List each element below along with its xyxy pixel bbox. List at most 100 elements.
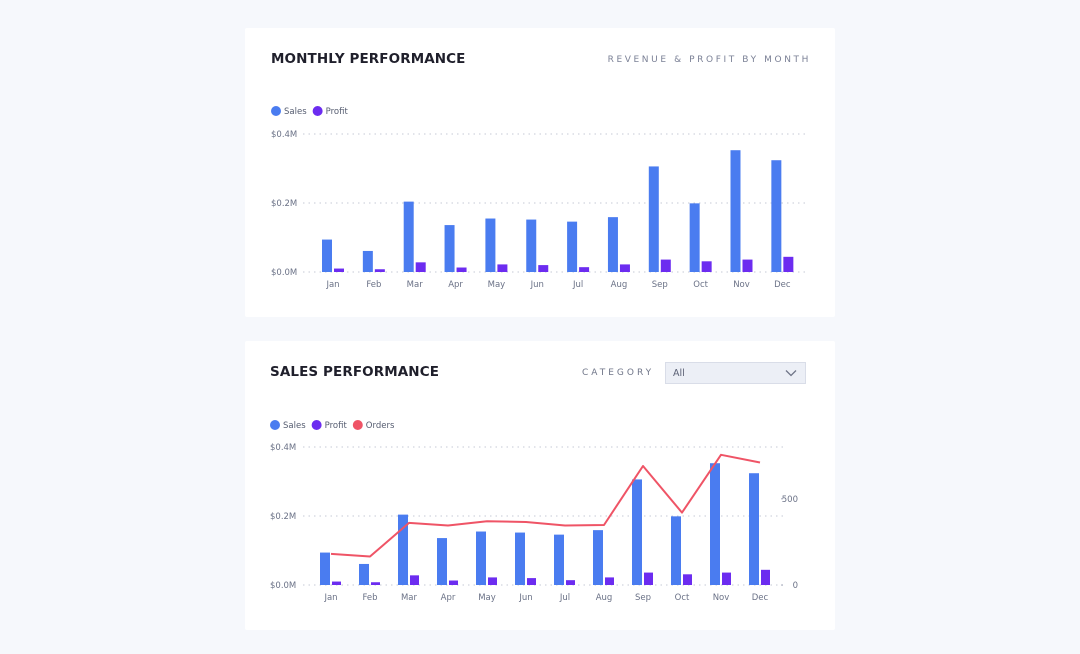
bar-sales-may xyxy=(476,531,486,585)
bar-profit-dec xyxy=(761,569,770,585)
y-tick-label: $0.0M xyxy=(270,581,296,591)
bar-sales-oct xyxy=(689,203,700,272)
bar-sales-jun xyxy=(515,532,525,585)
monthly-performance-card: MONTHLY PERFORMANCE REVENUE & PROFIT BY … xyxy=(245,28,835,317)
y-tick-label: $0.2M xyxy=(271,199,297,209)
bar-profit-oct xyxy=(683,574,692,585)
bar-profit-sep xyxy=(660,259,671,272)
bar-sales-sep xyxy=(648,166,659,272)
chevron-down-icon xyxy=(785,370,797,377)
legend-label-sales: Sales xyxy=(283,421,306,431)
x-tick-label: Apr xyxy=(441,593,456,603)
x-tick-label: Apr xyxy=(448,280,463,290)
x-tick-label: Oct xyxy=(675,593,690,603)
y2-tick-dot xyxy=(781,584,783,586)
legend-label-orders: Orders xyxy=(366,421,395,431)
legend-marker-sales xyxy=(271,106,281,116)
bar-profit-mar xyxy=(410,575,419,585)
legend-marker-profit xyxy=(312,106,323,116)
bar-sales-jul xyxy=(554,534,564,585)
bar-sales-jan xyxy=(320,552,330,585)
bar-profit-jul xyxy=(566,580,575,585)
x-tick-label: Oct xyxy=(693,280,708,290)
bar-profit-may xyxy=(497,264,508,272)
x-tick-label: Feb xyxy=(366,280,381,290)
x-tick-label: Jun xyxy=(530,280,544,290)
bar-sales-nov xyxy=(730,150,741,272)
x-tick-label: Nov xyxy=(713,593,730,603)
x-tick-label: Dec xyxy=(752,593,769,603)
bar-sales-apr xyxy=(437,538,447,585)
x-tick-label: Dec xyxy=(774,280,791,290)
category-filter-select[interactable]: All xyxy=(665,362,806,384)
bar-profit-apr xyxy=(449,580,458,585)
bar-profit-jul xyxy=(579,267,590,272)
y-tick-label: $0.4M xyxy=(271,130,297,140)
bar-profit-aug xyxy=(605,577,614,585)
bar-sales-mar xyxy=(403,201,414,272)
legend-marker-orders xyxy=(352,420,363,430)
x-tick-label: Mar xyxy=(401,593,418,603)
x-tick-label: Aug xyxy=(596,593,613,603)
x-tick-label: Jul xyxy=(572,280,583,290)
bar-profit-feb xyxy=(371,582,380,585)
bar-sales-feb xyxy=(362,250,373,272)
x-tick-label: Jan xyxy=(325,280,339,290)
line-orders xyxy=(330,453,761,558)
x-tick-label: Jan xyxy=(323,593,337,603)
bar-profit-nov xyxy=(722,572,731,585)
bar-profit-aug xyxy=(619,264,630,272)
bar-profit-jun xyxy=(538,265,549,272)
sales-performance-card: SALES PERFORMANCE CATEGORY All Sales Prof… xyxy=(245,341,835,630)
bar-sales-jun xyxy=(526,219,537,272)
monthly-performance-chart: Sales Profit $0.0M $0.2M $0.4M Jan Feb Mar Apr Ma… xyxy=(271,106,809,290)
y2-tick-label: 500 xyxy=(782,495,798,505)
x-tick-label: Mar xyxy=(407,280,424,290)
chart-legend: Sales Profit xyxy=(271,106,348,117)
bar-profit-sep xyxy=(644,572,653,585)
bar-profit-jun xyxy=(527,578,536,585)
bar-sales-mar xyxy=(398,514,408,585)
chart-legend: Sales Profit Orders xyxy=(270,420,395,431)
x-tick-label: Jun xyxy=(518,593,532,603)
x-tick-label: Sep xyxy=(652,280,668,290)
y-tick-label: $0.2M xyxy=(270,512,296,522)
x-tick-label: Nov xyxy=(733,280,750,290)
bar-profit-jan xyxy=(334,268,344,272)
x-tick-label: May xyxy=(488,280,506,290)
y-tick-label: $0.0M xyxy=(271,268,297,278)
card-subtitle: REVENUE & PROFIT BY MONTH xyxy=(607,55,811,65)
x-tick-label: Feb xyxy=(362,593,377,603)
x-tick-label: Sep xyxy=(635,593,651,603)
y2-tick-label: 0 xyxy=(793,581,798,591)
category-filter-value: All xyxy=(673,368,685,379)
x-tick-label: Aug xyxy=(611,280,628,290)
bar-profit-jan xyxy=(332,581,341,585)
bar-sales-apr xyxy=(444,225,455,272)
category-filter-label: CATEGORY xyxy=(582,368,655,378)
legend-label-sales: Sales xyxy=(284,107,307,117)
card-title: MONTHLY PERFORMANCE xyxy=(271,51,466,67)
bar-sales-jan xyxy=(322,239,332,272)
bar-profit-feb xyxy=(374,269,385,272)
bar-profit-dec xyxy=(783,256,794,272)
bar-sales-aug xyxy=(593,530,603,585)
bar-sales-oct xyxy=(671,516,681,585)
y-tick-label: $0.4M xyxy=(270,443,296,453)
bar-profit-oct xyxy=(701,261,712,272)
bar-sales-dec xyxy=(771,160,782,272)
bar-profit-may xyxy=(488,577,497,585)
bar-sales-dec xyxy=(749,473,759,585)
legend-marker-sales xyxy=(270,420,280,430)
bar-sales-may xyxy=(485,218,496,272)
bar-sales-nov xyxy=(710,463,720,585)
bar-profit-mar xyxy=(415,262,426,272)
card-title: SALES PERFORMANCE xyxy=(270,364,440,380)
bar-sales-feb xyxy=(359,563,369,585)
sales-performance-chart: Sales Profit Orders $0.0M $0.2M $0.4M Jan Feb Ma… xyxy=(270,420,798,603)
x-tick-label: Jul xyxy=(559,593,570,603)
bar-sales-aug xyxy=(607,217,618,272)
bar-sales-sep xyxy=(632,479,642,585)
legend-label-profit: Profit xyxy=(326,107,349,117)
legend-label-profit: Profit xyxy=(325,421,348,431)
